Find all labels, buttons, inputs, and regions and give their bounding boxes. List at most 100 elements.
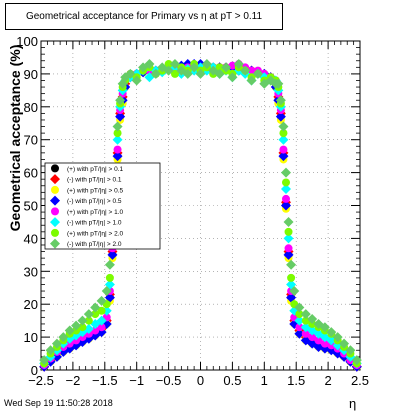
x-tick-label: −1.5 xyxy=(92,373,118,388)
legend: (+) with pT/|η| > 0.1 (-) with pT/|η| > 0… xyxy=(44,162,161,250)
axis-ticks: −2.5 −2 −1.5 −1 −0.5 0 0.5 1 1.5 2 2.5 0 10 20 30 40 50 6… xyxy=(16,34,369,388)
y-tick-label: 70 xyxy=(24,133,38,148)
x-tick-label: 2.5 xyxy=(351,373,369,388)
data-point xyxy=(45,345,56,356)
data-point xyxy=(58,332,69,343)
data-point xyxy=(101,286,112,297)
data-point xyxy=(144,59,155,70)
x-tick-label: −1 xyxy=(129,373,144,388)
data-point xyxy=(125,68,136,79)
data-point xyxy=(112,151,123,162)
data-point xyxy=(280,167,291,178)
data-point xyxy=(233,59,244,70)
data-point xyxy=(314,336,323,345)
data-point xyxy=(240,65,251,76)
legend-marker xyxy=(51,228,59,237)
data-point xyxy=(278,121,289,132)
data-point xyxy=(278,151,289,162)
legend-marker xyxy=(51,164,59,173)
data-point xyxy=(351,355,362,366)
y-tick-label: 10 xyxy=(24,330,38,345)
data-point xyxy=(246,75,257,86)
data-point xyxy=(247,66,256,75)
data-point xyxy=(104,259,115,270)
x-tick-label: 2 xyxy=(324,373,331,388)
data-point xyxy=(320,339,329,348)
data-point xyxy=(281,194,290,203)
data-point xyxy=(294,328,305,339)
y-tick-label: 30 xyxy=(24,264,38,279)
data-point xyxy=(294,302,305,313)
data-point xyxy=(164,60,173,69)
legend-marker xyxy=(50,238,60,249)
x-tick-label: 0.5 xyxy=(223,373,241,388)
data-point xyxy=(169,59,180,70)
data-point xyxy=(326,327,337,338)
timestamp: Wed Sep 19 11:50:28 2018 xyxy=(4,398,113,408)
data-point xyxy=(301,329,310,338)
legend-label: (+) with pT/|η| > 1.0 xyxy=(67,209,124,216)
data-point xyxy=(281,178,290,187)
legend-label: (-) with pT/|η| > 2.0 xyxy=(67,241,122,248)
data-point xyxy=(51,338,62,349)
data-point xyxy=(275,111,286,122)
chart-title: Geometrical acceptance for Primary vs η … xyxy=(5,3,283,30)
y-tick-label: 80 xyxy=(24,100,38,115)
data-point xyxy=(221,62,232,73)
data-point xyxy=(308,333,317,342)
y-tick-label: 0 xyxy=(31,363,38,378)
data-point xyxy=(339,338,350,349)
legend-label: (+) with pT/|η| > 0.1 xyxy=(67,166,124,173)
data-point xyxy=(252,68,263,79)
legend-label: (-) with pT/|η| > 0.1 xyxy=(67,177,122,184)
data-point xyxy=(96,295,107,306)
data-point xyxy=(275,95,286,106)
x-tick-label: −0.5 xyxy=(156,373,182,388)
x-tick-label: −2 xyxy=(65,373,80,388)
legend-marker xyxy=(51,207,59,216)
data-point xyxy=(112,134,123,145)
data-point xyxy=(112,121,123,132)
data-point xyxy=(64,325,75,336)
data-point xyxy=(170,69,179,78)
data-point xyxy=(307,314,318,325)
data-point xyxy=(163,65,174,76)
y-tick-label: 50 xyxy=(24,199,38,214)
legend-label: (-) with pT/|η| > 1.0 xyxy=(67,220,122,227)
data-point xyxy=(39,355,50,366)
data-point xyxy=(71,320,82,331)
data-point xyxy=(295,323,304,332)
data-point xyxy=(273,78,284,89)
x-tick-label: 1 xyxy=(261,373,268,388)
data-point xyxy=(287,273,296,282)
data-point xyxy=(113,145,122,154)
data-point xyxy=(332,332,343,343)
data-point xyxy=(279,129,288,138)
y-tick-label: 90 xyxy=(24,67,38,82)
data-point xyxy=(283,216,294,227)
data-point xyxy=(97,306,106,315)
data-point xyxy=(227,72,238,83)
data-point xyxy=(77,315,88,326)
data-point xyxy=(91,310,100,319)
data-point xyxy=(107,249,118,260)
data-point xyxy=(300,309,311,320)
data-point xyxy=(283,233,294,244)
data-point xyxy=(113,129,122,138)
legend-box xyxy=(44,162,161,250)
data-point xyxy=(295,310,304,319)
data-point xyxy=(97,323,106,332)
x-tick-label: 0 xyxy=(197,373,204,388)
legend-label: (+) with pT/|η| > 2.0 xyxy=(67,230,124,237)
legend-marker xyxy=(50,195,60,206)
data-point xyxy=(195,68,206,79)
y-tick-label: 100 xyxy=(16,34,38,49)
data-point xyxy=(286,259,297,270)
data-point xyxy=(115,95,126,106)
legend-label: (+) with pT/|η| > 0.5 xyxy=(67,187,124,194)
series-7 xyxy=(39,59,362,366)
x-tick-label: −2.5 xyxy=(28,373,54,388)
x-tick-label: 1.5 xyxy=(287,373,305,388)
data-point xyxy=(345,345,356,356)
